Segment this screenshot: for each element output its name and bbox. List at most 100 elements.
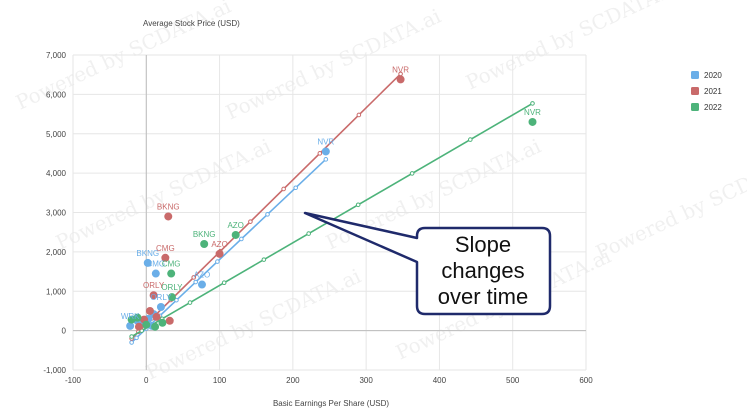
- y-tick-label: 7,000: [46, 51, 67, 60]
- data-point: [149, 291, 158, 300]
- trendline-marker: [323, 157, 329, 162]
- data-label: CMG: [156, 244, 175, 253]
- data-label: CMG: [162, 260, 181, 269]
- trendline-marker: [265, 212, 270, 217]
- trendline-marker: [281, 186, 286, 192]
- data-label: CMG: [146, 260, 165, 269]
- y-tick-label: 2,000: [46, 248, 67, 257]
- data-point: [134, 322, 143, 331]
- trendline-marker: [317, 151, 323, 156]
- trendline-2021: [131, 73, 402, 340]
- data-point: [528, 117, 537, 126]
- trendline-marker: [129, 334, 134, 339]
- legend-swatch: [691, 71, 699, 79]
- data-point: [127, 315, 136, 324]
- data-point: [215, 249, 224, 258]
- watermark-text: Powered by SCDATA.ai: [462, 0, 685, 95]
- x-tick-label: 0: [144, 376, 149, 385]
- legend-swatch: [691, 103, 699, 111]
- data-point: [396, 75, 405, 84]
- data-point: [142, 320, 151, 329]
- data-point: [197, 280, 206, 289]
- data-point: [167, 269, 176, 278]
- watermark-text: Powered by SCDATA.ai: [592, 144, 747, 265]
- trendline-marker: [356, 112, 362, 118]
- trendline-marker: [191, 275, 197, 280]
- y-tick-label: 4,000: [46, 169, 67, 178]
- trendline-marker: [248, 219, 253, 224]
- data-label: ORLY: [161, 283, 183, 292]
- trendline-marker: [409, 171, 415, 176]
- data-label: AZO: [194, 271, 210, 280]
- y-tick-label: 0: [62, 327, 67, 336]
- data-label: BKNG: [157, 202, 180, 211]
- callout-text: Slope: [455, 232, 511, 257]
- trendline-marker: [293, 185, 299, 191]
- trendline-marker: [187, 300, 193, 305]
- data-point: [164, 212, 173, 221]
- trendline-marker: [221, 280, 227, 286]
- data-point: [152, 312, 161, 321]
- x-tick-label: 100: [213, 376, 227, 385]
- y-tick-label: 3,000: [46, 209, 67, 218]
- y-tick-label: 1,000: [46, 287, 67, 296]
- x-tick-label: 300: [359, 376, 373, 385]
- x-tick-label: 600: [579, 376, 593, 385]
- chart-title: Average Stock Price (USD): [143, 19, 240, 28]
- data-point: [143, 258, 152, 267]
- trendline-marker: [355, 202, 361, 208]
- y-tick-label: 5,000: [46, 130, 67, 139]
- data-label: AZO: [211, 240, 227, 249]
- trendline-2020: [131, 158, 327, 344]
- data-point: [321, 147, 330, 156]
- legend-label: 2020: [704, 71, 722, 80]
- trendline-marker: [193, 279, 198, 285]
- watermark-text: Powered by SCDATA.ai: [142, 264, 365, 385]
- data-point: [165, 316, 174, 325]
- data-point: [158, 318, 167, 327]
- data-point: [151, 322, 160, 331]
- y-tick-label: -1,000: [43, 366, 66, 375]
- trendline-marker: [530, 101, 535, 106]
- data-label: NVR: [392, 65, 409, 74]
- callout-text: changes: [441, 258, 524, 283]
- trendline-marker: [468, 137, 473, 142]
- legend-swatch: [691, 87, 699, 95]
- data-label: BKNG: [193, 230, 216, 239]
- data-label: AZO: [227, 221, 243, 230]
- data-label: ORLY: [143, 281, 165, 290]
- trendline-marker: [215, 259, 220, 264]
- watermark-text: Powered by SCDATA.ai: [52, 134, 275, 255]
- trendline-marker: [306, 231, 311, 236]
- axes: -100 0 100 200 300 400 500 600 -1,000 0 1,000 2,000…: [43, 51, 593, 385]
- trendline-marker: [129, 340, 134, 345]
- watermark-text: Powered by SCDATA.ai: [222, 4, 445, 125]
- callout-text: over time: [438, 284, 528, 309]
- data-point: [145, 306, 154, 315]
- legend-label: 2022: [704, 103, 722, 112]
- data-point: [151, 269, 160, 278]
- data-label: BKNG: [136, 249, 159, 258]
- legend: 2020 2021 2022: [691, 71, 722, 112]
- x-tick-label: 500: [506, 376, 520, 385]
- x-tick-label: -100: [65, 376, 82, 385]
- trendline-marker: [174, 297, 179, 303]
- data-point: [161, 253, 170, 262]
- callout-box: [303, 211, 552, 316]
- trendline-marker: [134, 335, 139, 341]
- data-label: NVR: [524, 108, 541, 117]
- data-point: [126, 321, 135, 330]
- x-axis-title: Basic Earnings Per Share (USD): [273, 399, 389, 408]
- legend-label: 2021: [704, 87, 722, 96]
- data-label: ORLY: [150, 293, 172, 302]
- x-tick-label: 200: [286, 376, 300, 385]
- data-point: [156, 303, 165, 311]
- data-points: [126, 75, 537, 331]
- trendline-marker: [239, 236, 244, 242]
- y-tick-label: 6,000: [46, 90, 67, 99]
- data-label: WRK: [121, 312, 140, 321]
- data-point: [200, 240, 209, 248]
